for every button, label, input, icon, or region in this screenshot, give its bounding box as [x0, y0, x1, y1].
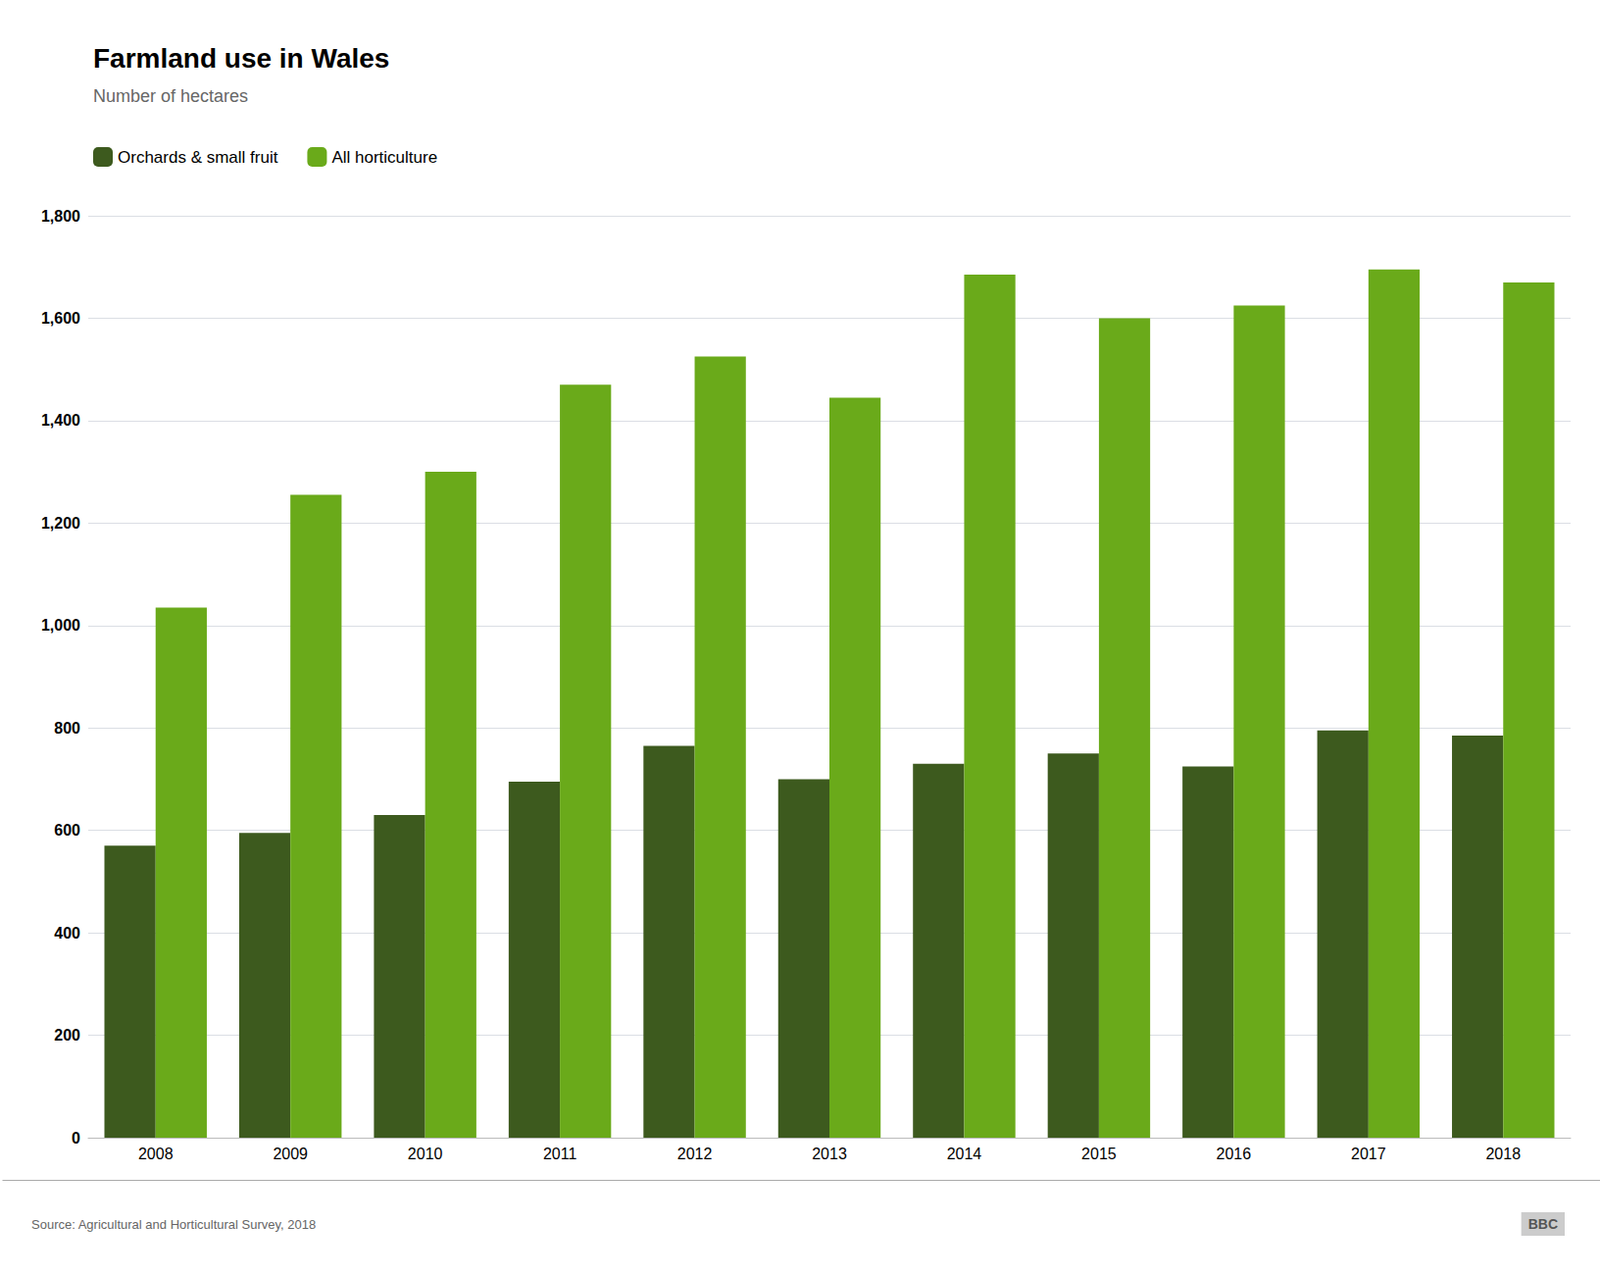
svg-text:2017: 2017 — [1350, 1145, 1387, 1162]
svg-text:All horticulture: All horticulture — [331, 148, 438, 167]
svg-text:2013: 2013 — [811, 1145, 848, 1162]
svg-text:2016: 2016 — [1216, 1145, 1252, 1162]
svg-text:2008: 2008 — [138, 1145, 174, 1162]
svg-text:2012: 2012 — [677, 1145, 713, 1162]
svg-text:800: 800 — [53, 719, 81, 737]
svg-text:2009: 2009 — [272, 1145, 308, 1162]
svg-text:1,800: 1,800 — [41, 207, 81, 225]
svg-text:600: 600 — [53, 821, 81, 839]
svg-text:200: 200 — [53, 1026, 81, 1044]
svg-text:2015: 2015 — [1081, 1145, 1117, 1162]
svg-text:1,000: 1,000 — [41, 616, 81, 634]
svg-text:Number of hectares: Number of hectares — [93, 86, 249, 106]
svg-text:2018: 2018 — [1485, 1145, 1521, 1162]
svg-text:Farmland use in Wales: Farmland use in Wales — [93, 43, 390, 74]
svg-text:Orchards & small fruit: Orchards & small fruit — [117, 148, 279, 167]
svg-text:400: 400 — [53, 924, 81, 942]
svg-text:1,600: 1,600 — [41, 309, 81, 327]
svg-text:2014: 2014 — [947, 1145, 983, 1162]
svg-text:2011: 2011 — [543, 1145, 578, 1162]
svg-text:0: 0 — [71, 1129, 81, 1147]
svg-text:2010: 2010 — [407, 1145, 444, 1162]
svg-text:BBC: BBC — [1528, 1215, 1558, 1232]
svg-text:1,200: 1,200 — [41, 514, 81, 532]
svg-text:Source: Agricultural and Horti: Source: Agricultural and Horticultural S… — [31, 1216, 316, 1232]
svg-text:1,400: 1,400 — [41, 411, 81, 429]
